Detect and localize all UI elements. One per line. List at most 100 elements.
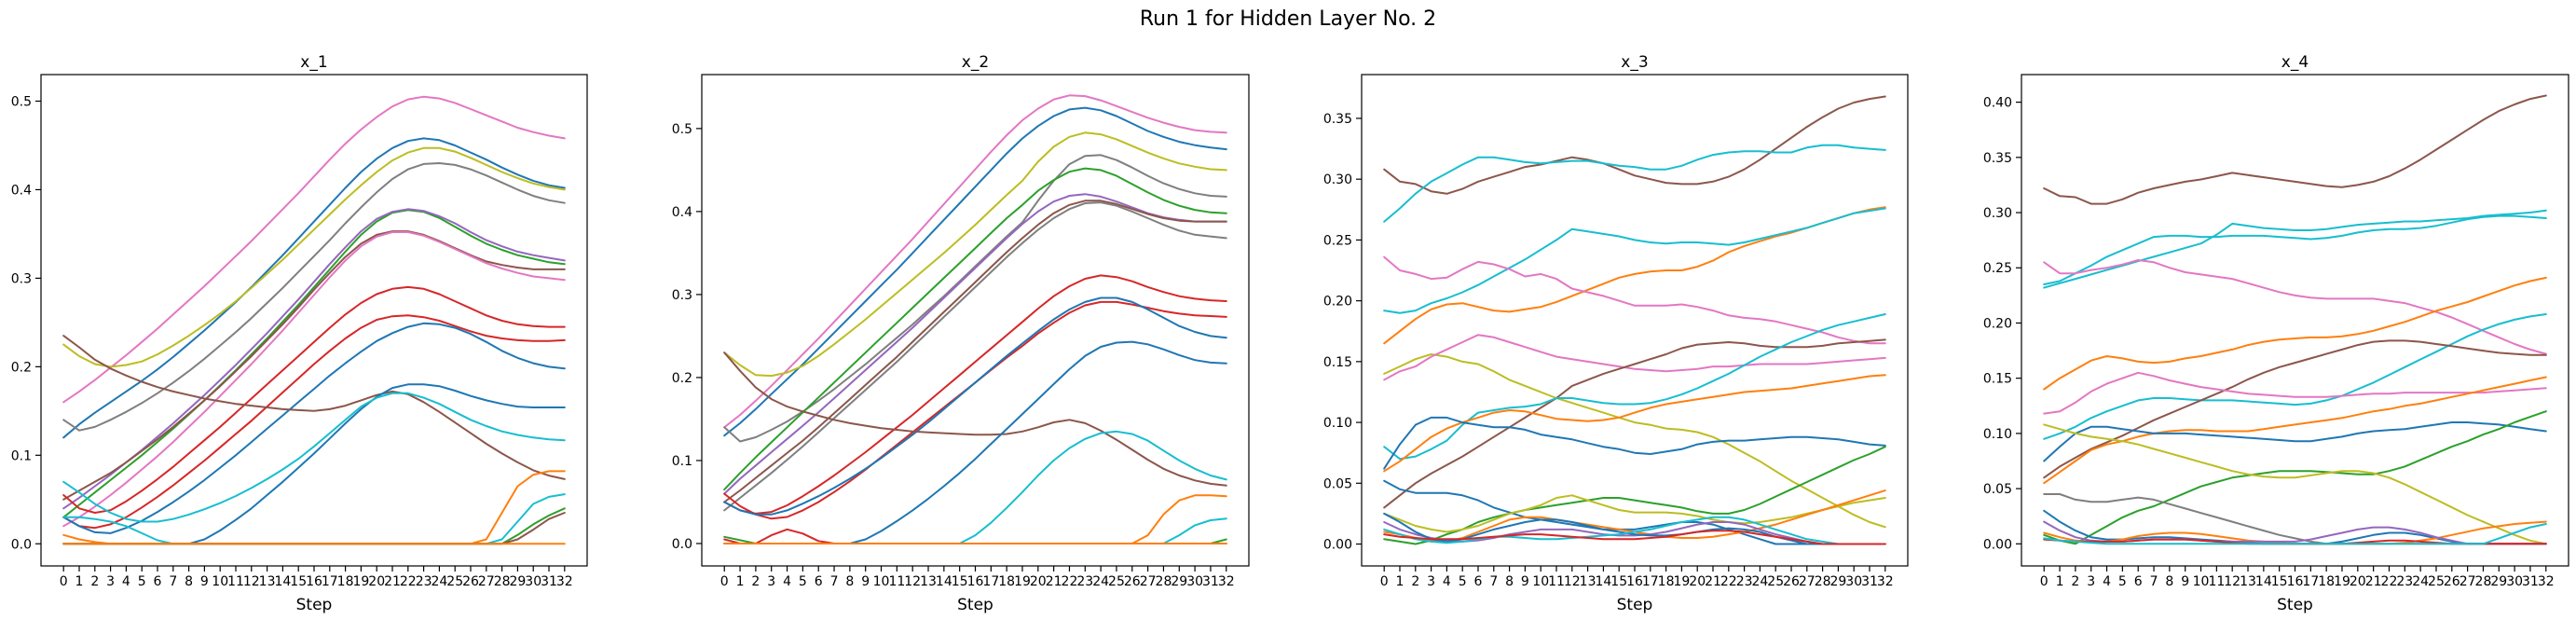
x-tick-label: 11	[2208, 574, 2225, 589]
y-tick-label: 0.40	[1983, 96, 2012, 111]
series-line-5	[2043, 276, 2547, 391]
figure-title: Run 1 for Hidden Layer No. 2	[1140, 7, 1436, 31]
series-line-7	[62, 230, 566, 501]
x-tick-label: 28	[1156, 574, 1172, 589]
x-tick-label: 4	[2103, 574, 2111, 589]
x-tick-label: 32	[1218, 574, 1235, 589]
x-tick-label: 19	[1673, 574, 1690, 589]
series-line-14	[62, 392, 566, 523]
x-tick-label: 30	[2506, 574, 2523, 589]
x-tick-label: 6	[154, 574, 162, 589]
x-axis-label: Step	[1617, 596, 1653, 614]
y-tick-label: 0.5	[672, 122, 692, 137]
x-tick-label: 24	[1092, 574, 1109, 589]
x-tick-label: 9	[200, 574, 209, 589]
x-tick-label: 27	[1140, 574, 1157, 589]
x-tick-label: 32	[1877, 574, 1894, 589]
x-tick-label: 22	[2381, 574, 2398, 589]
x-tick-label: 14	[274, 574, 291, 589]
x-tick-label: 23	[1076, 574, 1093, 589]
series-line-4	[2043, 259, 2547, 355]
x-tick-label: 18	[998, 574, 1015, 589]
y-tick-label: 0.1	[11, 448, 32, 463]
series-line-3	[2043, 209, 2547, 289]
x-tick-label: 10	[2193, 574, 2210, 589]
x-tick-label: 23	[416, 574, 432, 589]
x-tick-label: 17	[1642, 574, 1659, 589]
y-tick-label: 0.20	[1983, 316, 2012, 331]
x-tick-label: 15	[952, 574, 968, 589]
x-tick-label: 22	[1062, 574, 1078, 589]
subplot-grid: x_10.00.10.20.30.40.50 1 2 3 4 5 6 7 8 9 101112131…	[11, 53, 2569, 614]
x-tick-label: 12	[2224, 574, 2240, 589]
x-tick-label: 25	[1767, 574, 1784, 589]
x-tick-label: 5	[138, 574, 146, 589]
x-tick-label: 2	[90, 574, 99, 589]
y-tick-label: 0.4	[11, 183, 32, 198]
x-tick-label: 1	[75, 574, 84, 589]
subplot-title: x_2	[962, 53, 989, 72]
x-tick-label: 31	[1202, 574, 1219, 589]
series-line-10	[1383, 374, 1886, 473]
x-tick-label: 28	[494, 574, 511, 589]
series-line-11	[723, 296, 1227, 516]
x-tick-label: 5	[2118, 574, 2127, 589]
series-line-6	[723, 193, 1227, 495]
x-axis-label: Step	[957, 596, 993, 614]
x-tick-label: 27	[1799, 574, 1816, 589]
x-tick-label: 10	[1532, 574, 1549, 589]
series-line-12	[723, 351, 1227, 487]
x-tick-label: 18	[2318, 574, 2335, 589]
x-tick-label: 24	[431, 574, 447, 589]
series-line-2	[62, 137, 566, 439]
x-tick-label: 15	[2271, 574, 2288, 589]
x-tick-label: 9	[861, 574, 870, 589]
series-line-4	[62, 162, 566, 432]
x-tick-label: 4	[1443, 574, 1451, 589]
x-tick-label: 17	[982, 574, 999, 589]
series-line-6	[62, 208, 566, 510]
x-tick-label: 15	[290, 574, 307, 589]
x-tick-label: 28	[2475, 574, 2492, 589]
y-tick-label: 0.05	[1983, 482, 2012, 497]
subplot-title: x_3	[1621, 53, 1648, 72]
x-tick-label: 7	[830, 574, 839, 589]
x-tick-label: 11	[888, 574, 905, 589]
series-line-11	[1383, 416, 1886, 470]
series-line-1	[723, 94, 1227, 429]
x-tick-label: 24	[2412, 574, 2429, 589]
x-tick-label: 7	[2150, 574, 2158, 589]
x-tick-label: 10	[212, 574, 228, 589]
x-tick-label: 1	[2056, 574, 2064, 589]
x-tick-label: 26	[2444, 574, 2460, 589]
y-tick-label: 0.0	[11, 537, 32, 552]
x-tick-label: 7	[1489, 574, 1498, 589]
y-tick-label: 0.15	[1323, 355, 1352, 370]
x-tick-label: 11	[1548, 574, 1565, 589]
x-tick-label: 8	[845, 574, 854, 589]
x-tick-label: 7	[169, 574, 177, 589]
x-tick-label: 2	[751, 574, 760, 589]
series-line-7	[1383, 334, 1886, 381]
x-tick-label: 16	[1626, 574, 1643, 589]
y-tick-label: 0.25	[1323, 233, 1352, 248]
x-tick-label: 20	[1689, 574, 1706, 589]
series-line-5	[723, 167, 1227, 491]
x-tick-label: 9	[2181, 574, 2189, 589]
series-line-1	[2043, 94, 2547, 205]
subplot-4: x_4 0.00 0.05 0.10 0.15 0.20 0.25 0.30 0.35 0.40 0…	[1983, 53, 2569, 614]
x-tick-label: 25	[2428, 574, 2445, 589]
x-tick-label: 4	[122, 574, 130, 589]
x-tick-label: 30	[1186, 574, 1203, 589]
x-tick-label: 16	[2287, 574, 2304, 589]
x-tick-label: 22	[1720, 574, 1737, 589]
x-axis-label: Step	[296, 596, 333, 614]
y-tick-label: 0.15	[1983, 372, 2012, 387]
y-tick-label: 0.5	[11, 94, 32, 109]
y-tick-label: 0.2	[11, 360, 32, 375]
x-tick-label: 26	[1783, 574, 1800, 589]
series-line-8	[1383, 338, 1886, 509]
y-tick-label: 0.0	[672, 537, 692, 552]
series-line-1	[1383, 95, 1886, 195]
x-tick-label: 20	[368, 574, 385, 589]
